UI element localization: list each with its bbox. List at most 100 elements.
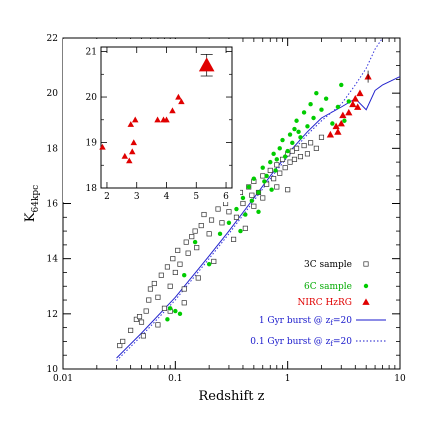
- point-3c: [226, 209, 232, 215]
- point-3c: [304, 151, 310, 157]
- point-3c: [277, 170, 283, 176]
- inset-x-tick-label: 2: [104, 192, 110, 202]
- point-nirc: [349, 100, 357, 108]
- point-3c: [289, 148, 295, 154]
- legend-marker: [363, 283, 369, 289]
- point-3c: [198, 223, 204, 229]
- point-nirc: [354, 103, 362, 110]
- point-3c: [282, 165, 288, 171]
- point-6c: [234, 206, 239, 212]
- legend-label: 1 Gyr burst @ zf=20: [259, 316, 352, 327]
- point-3c: [219, 220, 225, 226]
- point-6c: [226, 220, 232, 226]
- point-nirc: [345, 108, 353, 116]
- y-tick-label: 10: [47, 365, 59, 375]
- inset-point: [169, 107, 176, 114]
- point-nirc: [334, 128, 342, 135]
- point-6c: [246, 184, 251, 190]
- point-6c: [277, 146, 282, 151]
- legend-label-suffix: =20: [333, 337, 352, 347]
- point-3c: [177, 261, 183, 267]
- point-3c: [138, 319, 145, 325]
- point-6c: [260, 165, 265, 170]
- point-3c: [192, 228, 198, 234]
- point-3c: [195, 275, 201, 281]
- point-3c: [185, 250, 191, 256]
- point-3c: [146, 297, 152, 303]
- point-3c: [120, 338, 126, 344]
- legend-label: 3C sample: [304, 260, 352, 270]
- point-6c: [243, 212, 248, 217]
- point-3c: [318, 134, 325, 140]
- inset-point: [130, 139, 137, 146]
- point-3c: [164, 264, 170, 270]
- point-nirc: [326, 130, 335, 138]
- inset-highlight-point: [198, 57, 215, 72]
- legend-marker: [362, 298, 370, 305]
- point-3c: [201, 211, 207, 218]
- inset-point: [154, 116, 161, 123]
- legend-label-suffix: =20: [333, 316, 352, 326]
- inset-x-tick-label: 5: [193, 192, 199, 202]
- point-6c: [294, 118, 299, 123]
- point-3c: [249, 192, 255, 198]
- point-3c: [143, 308, 149, 314]
- inset-point: [99, 143, 106, 150]
- point-3c: [271, 176, 277, 182]
- point-3c: [155, 294, 161, 300]
- point-nirc: [332, 122, 340, 130]
- point-3c: [136, 314, 143, 320]
- point-3c: [208, 217, 215, 223]
- inset-point: [178, 98, 185, 105]
- point-3c: [181, 286, 187, 292]
- point-3c: [183, 239, 189, 245]
- point-3c: [161, 305, 167, 311]
- point-3c: [170, 256, 176, 262]
- legend-label: NIRC HzRG: [297, 298, 352, 308]
- point-3c: [151, 280, 157, 287]
- point-6c: [287, 132, 293, 137]
- point-nirc: [351, 95, 359, 102]
- inset-point: [129, 148, 136, 155]
- point-nirc: [356, 89, 364, 97]
- point-6c: [282, 154, 288, 159]
- legend-label-text: 3C sample: [304, 260, 352, 270]
- legend-label-text: 1 Gyr burst @ z: [259, 316, 331, 326]
- inset-plot: 2 3 4 5 6 18 19 20 21: [63, 39, 240, 202]
- point-3c: [128, 327, 134, 333]
- point-6c: [262, 179, 267, 184]
- point-6c: [206, 261, 212, 267]
- point-3c: [301, 143, 307, 149]
- point-3c: [167, 283, 173, 289]
- point-6c: [268, 159, 273, 165]
- point-6c: [269, 187, 274, 192]
- legend-label-text: NIRC HzRG: [297, 298, 352, 308]
- point-6c: [339, 82, 344, 88]
- point-6c: [217, 231, 223, 237]
- point-3c: [181, 300, 187, 306]
- x-tick-label: 10: [394, 374, 406, 384]
- point-6c: [346, 99, 351, 104]
- point-6c: [314, 90, 319, 96]
- inset-x-tick-label: 3: [134, 192, 140, 202]
- point-3c: [158, 272, 164, 278]
- x-axis-title: Redshift z: [198, 389, 264, 404]
- point-3c: [233, 214, 240, 220]
- point-3c: [172, 269, 178, 276]
- point-6c: [274, 157, 279, 162]
- point-6c: [256, 190, 261, 195]
- inset-y-tick-label: 19: [86, 139, 98, 149]
- point-3c: [194, 245, 200, 251]
- point-3c: [291, 156, 298, 162]
- point-3c: [260, 195, 266, 201]
- point-6c: [280, 137, 285, 143]
- legend-label: 0.1 Gyr burst @ zf=20: [250, 337, 352, 348]
- y-tick-label: 16: [47, 200, 59, 210]
- point-6c: [296, 129, 301, 134]
- point-6c: [308, 102, 313, 107]
- point-nirc: [339, 111, 347, 119]
- legend-marker: [363, 261, 369, 267]
- inset-point: [175, 93, 182, 100]
- point-6c: [249, 198, 255, 203]
- point-3c: [260, 173, 266, 179]
